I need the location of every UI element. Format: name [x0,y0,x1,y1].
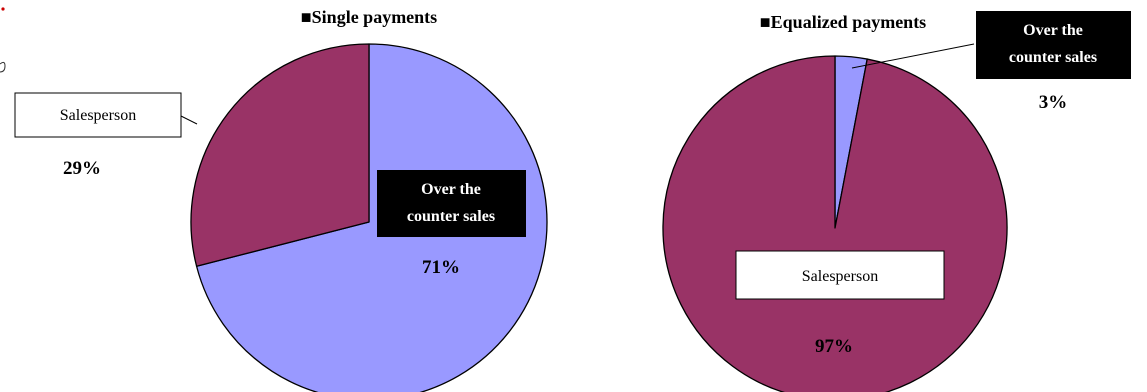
slice-label-salesperson-2: Salesperson [735,250,945,300]
slice-label-text-line2: counter sales [407,208,495,225]
leader-line-salesperson-1 [180,115,198,125]
stray-glyph-mark [0,61,6,73]
pie-slice-over-the-counter-sales [195,43,548,392]
slice-label-otc-2: Over the counter sales [976,11,1131,79]
slice-label-otc-1: Over the counter sales [377,170,526,237]
chart-single-payments: ■Single payments Salesperson 29% Over th… [14,7,548,392]
label-box [14,92,182,138]
slice-label-text-line1: Over the [421,181,481,198]
slice-label-text-line1: Over the [1023,22,1083,39]
slice-label-text-line2: counter sales [1009,49,1097,66]
pie-2 [662,55,1008,392]
data-label-salesperson-1: 29% [63,158,101,179]
chart-2-title: ■Equalized payments [760,12,926,32]
slice-label-text: Salesperson [60,107,136,124]
chart-equalized-payments: ■Equalized payments Over the counter sal… [662,11,1131,392]
chart-1-title: ■Single payments [301,7,437,27]
slice-label-text: Salesperson [802,268,878,285]
leader-line-otc-2 [851,43,975,69]
label-box [377,170,526,237]
pie-slice-salesperson [190,43,370,267]
label-box [735,250,945,300]
data-label-salesperson-2: 97% [815,336,853,357]
pie-slice-salesperson [662,55,1008,392]
label-box [976,11,1131,79]
data-label-otc-2: 3% [1039,92,1068,113]
pie-1 [190,43,548,392]
slice-label-salesperson-1: Salesperson [14,92,182,138]
data-label-otc-1: 71% [422,257,460,278]
stray-red-mark [1,7,5,11]
